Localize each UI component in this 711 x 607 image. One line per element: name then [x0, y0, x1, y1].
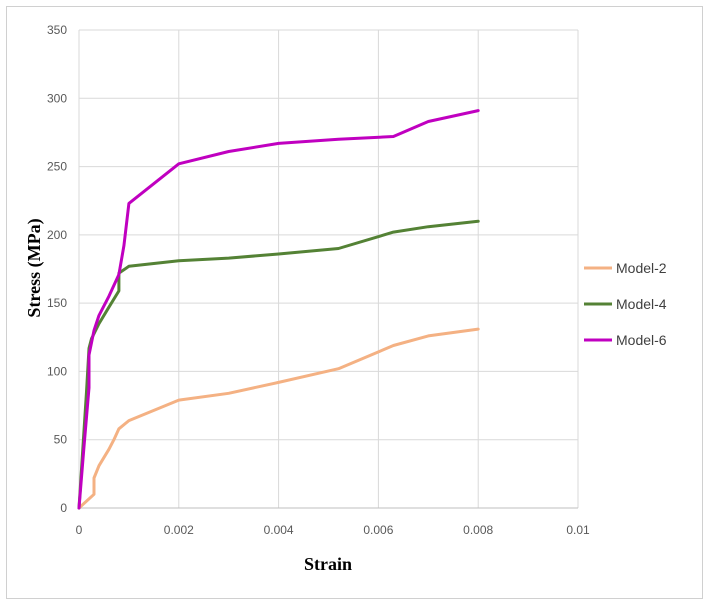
x-tick-label: 0.002 [164, 523, 194, 537]
y-tick-label: 50 [54, 433, 68, 447]
y-axis-title: Stress (MPa) [24, 218, 45, 317]
x-tick-label: 0.008 [463, 523, 493, 537]
x-tick-label: 0.004 [264, 523, 294, 537]
legend-label: Model-6 [616, 332, 667, 348]
x-axis-title: Strain [304, 554, 352, 574]
y-tick-label: 250 [47, 160, 67, 174]
x-tick-label: 0.006 [363, 523, 393, 537]
legend: Model-2 Model-4 Model-6 [584, 260, 667, 348]
y-tick-label: 0 [60, 501, 67, 515]
y-tick-label: 300 [47, 91, 67, 105]
y-tick-label: 100 [47, 364, 67, 378]
legend-label: Model-2 [616, 260, 667, 276]
series-line-model-6 [77, 109, 480, 510]
series-line-model-2 [77, 327, 480, 510]
series-lines [77, 109, 480, 510]
grid [78, 29, 579, 509]
y-tick-label: 350 [47, 23, 67, 37]
x-tick-labels: 0 0.002 0.004 0.006 0.008 0.01 [76, 523, 590, 537]
y-tick-label: 150 [47, 296, 67, 310]
x-tick-label: 0.01 [566, 523, 590, 537]
x-tick-label: 0 [76, 523, 83, 537]
legend-label: Model-4 [616, 296, 667, 312]
y-tick-labels: 0 50 100 150 200 250 300 350 [47, 23, 67, 515]
y-tick-label: 200 [47, 228, 67, 242]
